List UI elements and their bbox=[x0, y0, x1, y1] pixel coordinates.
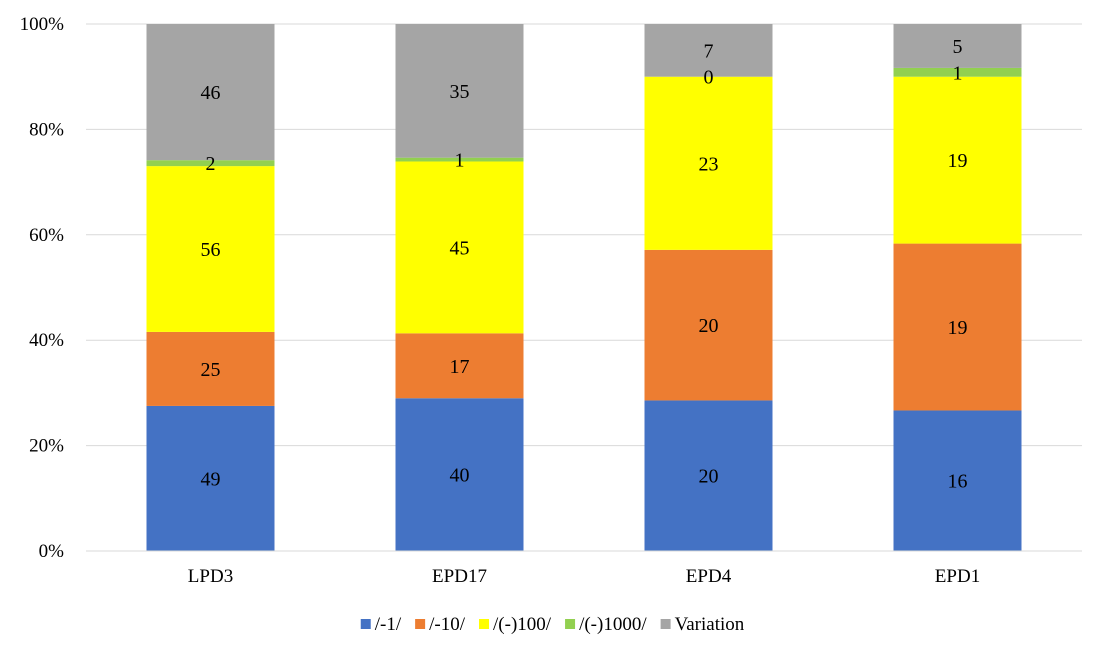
bar-segment bbox=[893, 24, 1022, 68]
data-label: 46 bbox=[201, 82, 221, 104]
data-labels: 49 25 56 2 46 40 17 45 1 35 20 20 23 0 7 16 19 19 1 5 bbox=[201, 36, 968, 493]
y-tick-label: 60% bbox=[29, 225, 64, 246]
bar-segment bbox=[893, 76, 1022, 244]
legend-label: /-1/ bbox=[375, 614, 402, 635]
data-label: 0 bbox=[704, 67, 714, 89]
bar-segment bbox=[644, 24, 773, 77]
bar-segment bbox=[893, 243, 1022, 411]
x-tick-label: EPD17 bbox=[432, 566, 487, 587]
legend-label: Variation bbox=[675, 614, 745, 635]
bar-segment bbox=[146, 160, 275, 167]
bar-segment bbox=[893, 67, 1022, 77]
bar-segment bbox=[893, 410, 1022, 551]
data-label: 2 bbox=[206, 153, 216, 175]
bar-segment bbox=[395, 24, 524, 158]
data-label: 1 bbox=[455, 150, 465, 172]
x-tick-label: EPD1 bbox=[935, 566, 980, 587]
data-label: 40 bbox=[450, 465, 470, 487]
bar-segment bbox=[395, 398, 524, 551]
legend-label: /(-)100/ bbox=[493, 614, 552, 635]
data-label: 5 bbox=[953, 36, 963, 58]
y-tick-label: 40% bbox=[29, 330, 64, 351]
data-label: 20 bbox=[699, 466, 719, 488]
data-label: 19 bbox=[948, 317, 968, 339]
data-label: 7 bbox=[704, 40, 714, 62]
bar-segment bbox=[644, 400, 773, 551]
bar-segment bbox=[395, 157, 524, 162]
legend: /-1/ /-10/ /(-)100/ /(-)1000/Variation bbox=[360, 614, 745, 635]
bar-segment bbox=[644, 76, 773, 250]
data-label: 20 bbox=[699, 315, 719, 337]
bar-segment bbox=[146, 331, 275, 406]
bar-segment bbox=[644, 249, 773, 401]
data-label: 35 bbox=[450, 81, 470, 103]
legend-swatch bbox=[360, 619, 371, 629]
data-label: 16 bbox=[948, 471, 968, 493]
y-tick-label: 80% bbox=[29, 119, 64, 140]
data-label: 1 bbox=[953, 62, 963, 84]
data-label: 49 bbox=[201, 468, 221, 490]
data-label: 25 bbox=[201, 359, 221, 381]
bar-segment bbox=[146, 166, 275, 332]
bar-segment bbox=[395, 161, 524, 334]
bar-segment bbox=[146, 405, 275, 551]
y-tick-label: 0% bbox=[39, 541, 65, 562]
x-axis-ticks: LPD3 EPD17 EPD4 EPD1 bbox=[86, 550, 1082, 587]
legend-swatch bbox=[479, 619, 490, 629]
data-label: 19 bbox=[948, 150, 968, 172]
x-tick-label: LPD3 bbox=[188, 566, 233, 587]
data-label: 23 bbox=[699, 153, 719, 175]
y-tick-label: 100% bbox=[20, 14, 65, 35]
legend-label: /-10/ bbox=[429, 614, 466, 635]
y-tick-label: 20% bbox=[29, 436, 64, 457]
data-label: 56 bbox=[201, 239, 221, 261]
bar-segment bbox=[146, 24, 275, 161]
bar-segment bbox=[395, 333, 524, 399]
legend-label: /(-)1000/ bbox=[579, 614, 647, 635]
bars bbox=[146, 24, 1022, 551]
x-tick-label: EPD4 bbox=[686, 566, 732, 587]
legend-swatch bbox=[415, 619, 426, 629]
data-label: 45 bbox=[450, 237, 470, 259]
data-label: 17 bbox=[450, 356, 470, 378]
legend-swatch bbox=[660, 619, 671, 629]
legend-swatch bbox=[565, 619, 576, 629]
y-axis-ticks: 0% 20% 40% 60% 80% 100% bbox=[20, 14, 65, 562]
